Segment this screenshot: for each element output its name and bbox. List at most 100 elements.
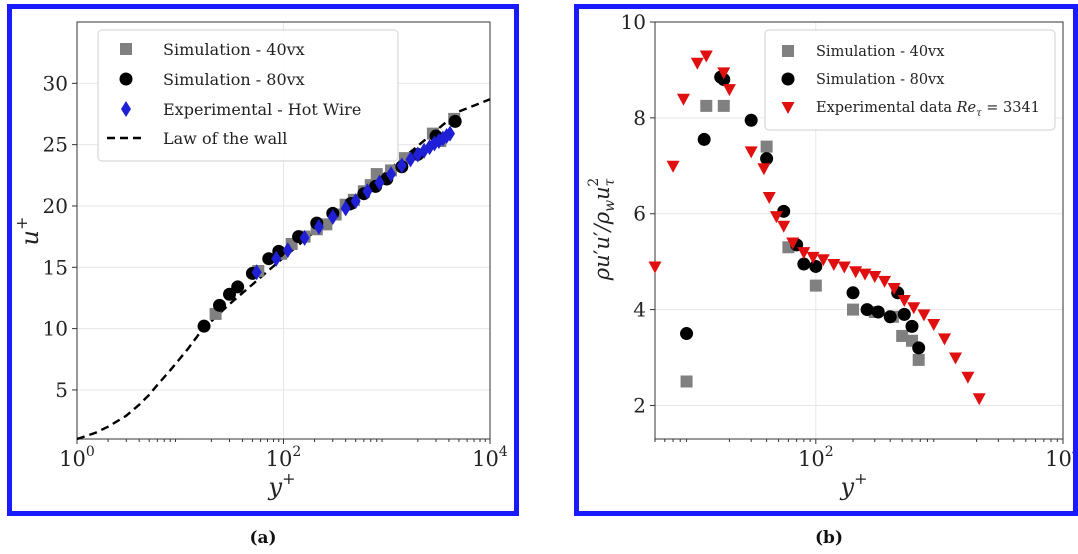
y-axis-label-prime-1: ′ [590,249,614,254]
legend-b-label: Simulation - 40vx [816,44,944,60]
y-axis-label-rho-u: ρu [590,254,614,281]
axes-frame [654,21,1064,440]
data-point-triangle [806,251,820,264]
data-point-circle [448,114,462,128]
data-point-triangle [878,275,892,288]
data-point-circle [846,286,860,300]
x-tick-base: 10 [59,447,86,471]
data-point-triangle [849,266,863,279]
data-point-triangle [666,160,680,173]
data-point-square [717,99,730,112]
legend-a-label: Experimental - Hot Wire [163,100,361,119]
data-point-triangle [648,261,662,274]
data-point-triangle [690,57,704,70]
data-point-diamond [299,229,310,246]
data-point-circle [744,113,758,127]
data-point-square [700,99,713,112]
x-tick-exponent: 0 [86,444,95,460]
y-tick-label: 8 [633,106,646,130]
data-point-circle [760,152,774,166]
data-point-diamond [386,166,397,183]
data-point-triangle [949,352,963,365]
data-point-circle [680,327,694,341]
x-tick-label: 104 [1045,444,1073,471]
data-point-triangle [786,237,800,250]
data-point-diamond [350,193,361,210]
data-point-square [847,303,860,316]
data-point-square [760,140,773,153]
data-point-triangle [837,261,851,274]
data-point-triangle [797,247,811,260]
legend-b-exp-prefix: Experimental data [816,100,957,116]
y-axis-label-a: u+ [12,217,44,246]
data-point-triangle [676,93,690,106]
legend-a-label: Law of the wall [163,129,287,148]
data-point-circle [797,257,811,271]
x-tick-label: 102 [266,444,302,471]
y-axis-label-u-tau: u [590,186,614,200]
x-axis-label-b: y+ [840,469,868,501]
ticks: 246810102104 [621,10,1078,471]
y-tick-label: 20 [43,194,68,218]
panel-a: 5 10 15 20 25 30 100 102 104 Simulation - 40vx Sim… [7,4,519,516]
y-tick-label: 6 [633,202,646,226]
data-point-square [912,353,925,366]
legend-b-frame [764,29,1056,131]
y-tick-label: 10 [43,317,68,341]
data-point-circle [697,132,711,146]
y-axis-label-u: u [16,230,44,245]
data-point-circle [905,319,919,333]
legend-a-swatch-diamond [121,101,131,117]
legend-a-swatch-square [120,43,132,55]
data-point-circle [717,73,731,87]
data-point-triangle [717,67,731,80]
series-group [76,98,491,441]
data-point-diamond [405,151,416,168]
x-axis-label-plus: + [282,469,295,488]
data-point-circle [262,252,276,266]
data-point-square [680,375,693,388]
legend-b-swatch-circle [781,72,795,86]
y-tick-label: 2 [633,393,646,417]
legend-a-frame [97,29,399,162]
data-point-triangle [917,309,931,322]
legend-b-label: Experimental data Reτ = 3341 [816,100,1040,119]
data-point-circle [231,280,245,294]
y-axis-label-u: u [590,236,614,250]
legend-b: Simulation - 40vx Simulation - 80vx Experi… [764,29,1056,131]
y-axis-label-b: ρu′u′/ρwuτ2 [586,178,618,282]
x-axis-label-y: y [268,473,283,501]
data-point-circle [213,298,227,312]
legend-b-exp-tau: τ [976,108,982,119]
legend-b-exp-eq: = 3341 [982,100,1040,116]
data-point-diamond [313,218,324,235]
data-point-triangle [762,191,776,204]
y-axis-label-prime-2: ′ [590,231,614,236]
data-point-square [896,329,909,342]
legend-a-label: Simulation - 80vx [163,70,305,89]
x-tick-base: 10 [472,447,499,471]
data-point-triangle [961,371,975,384]
x-axis-label-plus: + [854,469,867,488]
data-point-triangle [722,84,736,97]
data-point-circle [860,303,874,317]
x-tick-exponent: 2 [292,444,301,460]
y-axis-label-w: w [602,200,618,212]
legend-b-swatch-square [782,45,794,57]
data-point-diamond [396,157,407,174]
caption-a: (a) [249,528,277,548]
legend-b-exp-re: Re [956,100,977,116]
data-point-circle [897,307,911,321]
x-tick-exponent: 4 [1072,444,1073,460]
data-point-diamond [362,183,373,200]
series-group [648,50,986,406]
data-point-triangle [816,254,830,267]
data-point-triangle [744,146,758,159]
data-point-triangle [769,211,783,224]
data-point-triangle [827,259,841,272]
y-axis-label-tau: τ [602,178,618,186]
legend-b-label: Simulation - 80vx [816,72,944,88]
data-point-triangle [777,220,791,233]
data-point-diamond [327,209,338,226]
